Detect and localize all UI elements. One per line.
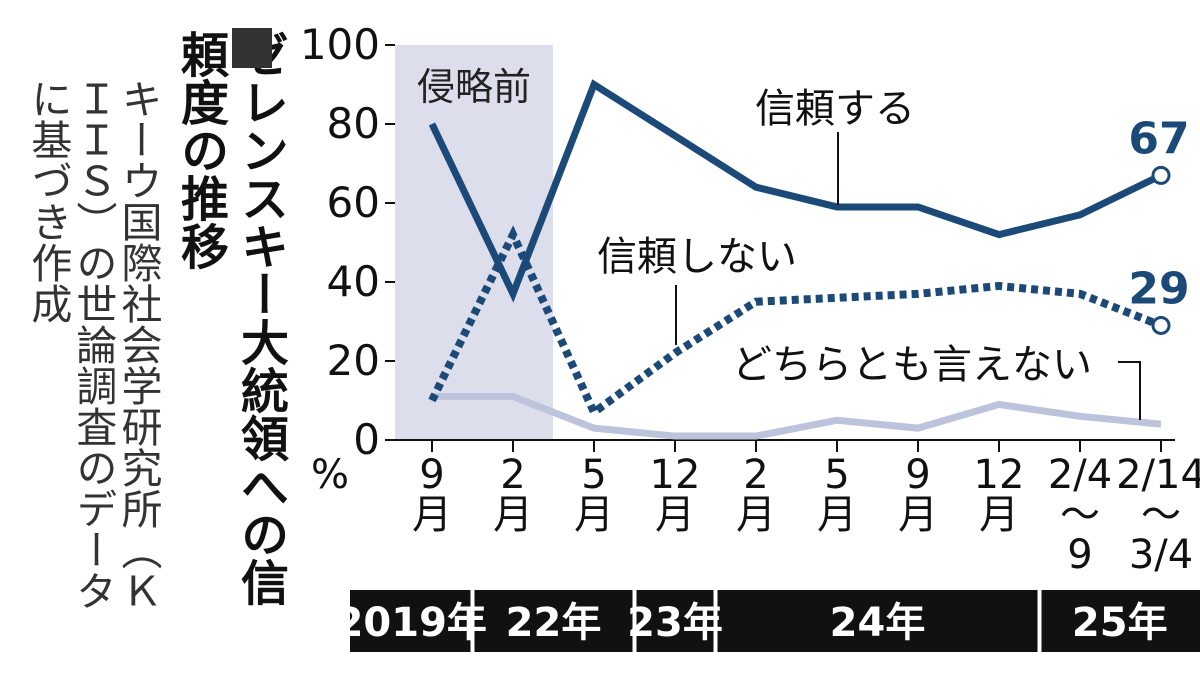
x-tick-label: 5 月 [817, 452, 857, 538]
series-line [428, 79, 1163, 303]
year-label: 23年 [627, 600, 723, 646]
annotation: 侵略前 [417, 65, 531, 109]
x-tick-label: 2/14 〜 3/4 [1116, 452, 1200, 578]
y-tick-label: 100 [300, 20, 380, 69]
year-label: 24年 [830, 600, 926, 646]
x-tick-label: 12 月 [973, 452, 1025, 538]
y-unit: % [311, 452, 349, 498]
series-name: 信頼しない [597, 234, 797, 280]
series-name: 信頼する [755, 86, 915, 132]
x-tick-label: 12 月 [649, 452, 701, 538]
y-tick-label: 40 [327, 257, 380, 306]
title: ゼレンスキー大統領への信頼度の推移 [172, 30, 288, 606]
x-tick-label: 9 月 [898, 452, 938, 538]
value-label: 67 [1128, 113, 1189, 164]
x-tick-label: 9 月 [412, 452, 452, 538]
annotation-region [395, 45, 553, 440]
year-band [350, 590, 1200, 652]
y-tick-label: 80 [327, 99, 380, 148]
source-note: キーウ国際社会学研究所（ＫＩＩＳ）の世論調査のデータに基づき作成 [23, 78, 162, 611]
series-line [428, 225, 1163, 419]
y-tick-label: 60 [327, 178, 380, 227]
x-tick-label: 2 月 [493, 452, 533, 538]
end-marker [1151, 315, 1171, 335]
year-label: 22年 [506, 600, 602, 646]
series-name: どちらとも言えない [732, 342, 1092, 388]
x-tick-label: 5 月 [574, 452, 614, 538]
leader-line [1118, 361, 1141, 420]
year-label: 2019年 [336, 600, 487, 646]
title-icon [232, 28, 272, 68]
x-tick-label: 2 月 [736, 452, 776, 538]
year-label: 25年 [1072, 600, 1168, 646]
y-tick-label: 20 [327, 336, 380, 385]
y-tick-label: 0 [353, 415, 380, 464]
end-marker [1151, 165, 1171, 185]
series-line [432, 393, 1162, 440]
value-label: 29 [1128, 263, 1189, 314]
x-tick-label: 2/4 〜 9 [1047, 452, 1113, 578]
